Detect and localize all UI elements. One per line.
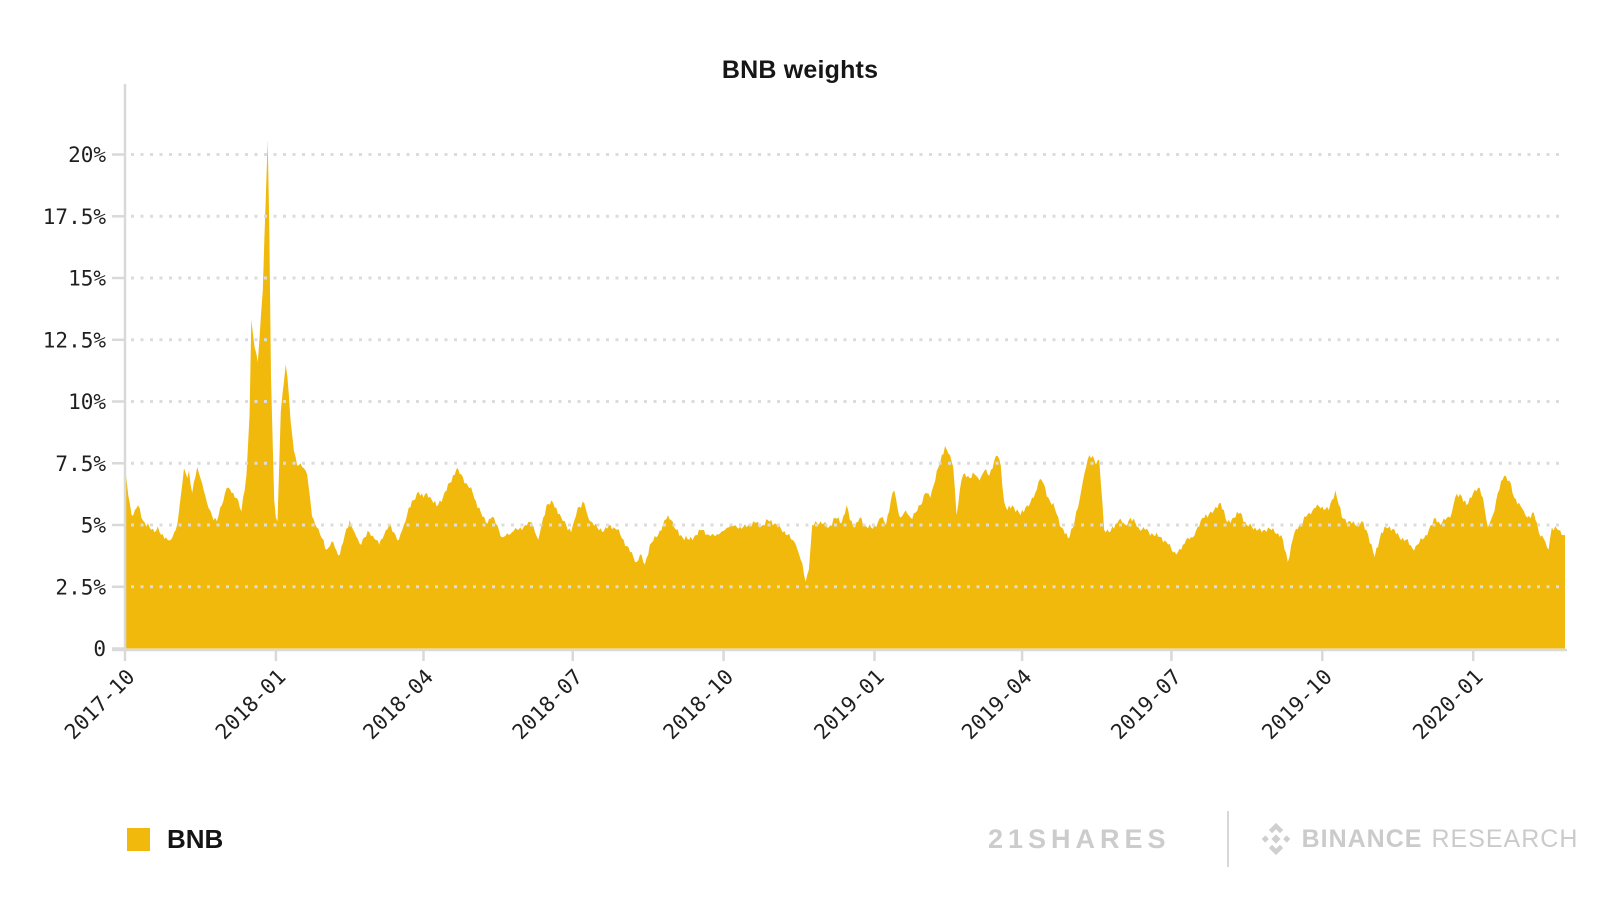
y-tick-label: 15% <box>68 267 106 291</box>
branding-footer: 21SHARES BINANCE RESEARCH <box>988 806 1578 872</box>
binance-wordmark: BINANCE <box>1301 824 1423 853</box>
y-tick-label: 17.5% <box>43 205 107 229</box>
legend-label-bnb: BNB <box>167 824 224 854</box>
y-tick-label: 10% <box>68 390 106 414</box>
x-tick-label: 2019-01 <box>809 665 889 745</box>
legend-swatch-bnb <box>127 828 150 851</box>
21shares-wordmark: 21SHARES <box>988 823 1171 854</box>
research-wordmark: RESEARCH <box>1431 824 1579 853</box>
y-tick-label: 5% <box>81 514 107 538</box>
chart-title: BNB weights <box>721 56 879 84</box>
y-tick-label: 0 <box>93 637 106 661</box>
y-tick-label: 12.5% <box>43 328 107 352</box>
x-tick-label: 2019-04 <box>957 665 1037 745</box>
y-tick-label: 20% <box>68 143 106 167</box>
bnb-weight-area-series <box>125 139 1565 649</box>
y-tick-label: 2.5% <box>55 575 106 599</box>
x-tick-label: 2019-07 <box>1106 665 1186 745</box>
y-tick-label: 7.5% <box>55 452 106 476</box>
x-tick-label: 2018-04 <box>358 665 438 745</box>
branding-divider <box>1226 811 1229 867</box>
x-tick-label: 2017-10 <box>60 665 140 745</box>
x-tick-label: 2019-10 <box>1257 665 1337 745</box>
x-tick-label: 2018-07 <box>508 665 588 745</box>
x-tick-label: 2018-10 <box>659 665 739 745</box>
x-tick-label: 2018-01 <box>211 665 291 745</box>
binance-diamond-icon <box>1261 822 1290 856</box>
x-tick-label: 2020-01 <box>1408 665 1488 745</box>
legend: BNB <box>127 824 223 855</box>
